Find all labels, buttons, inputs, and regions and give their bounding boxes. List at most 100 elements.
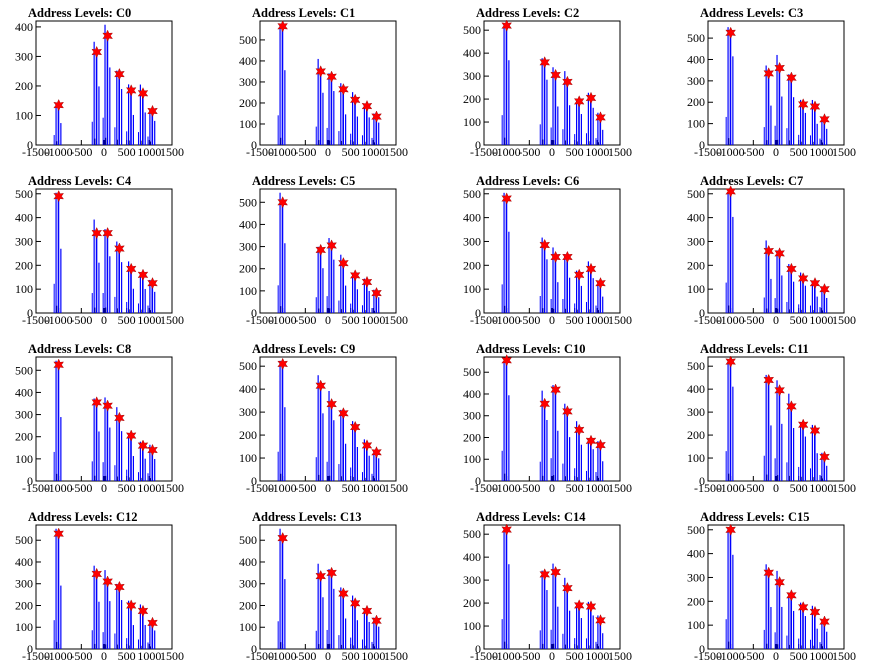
bar-side <box>595 138 597 145</box>
bar-main <box>57 364 60 481</box>
panel-title: Address Levels: C15 <box>700 510 810 524</box>
y-tick-label: 100 <box>687 117 705 131</box>
y-tick-label: 300 <box>239 577 257 591</box>
x-tick-label: 0 <box>325 313 331 327</box>
peak-star-marker <box>137 268 149 281</box>
y-tick-label: 400 <box>15 211 33 225</box>
y-tick-label: 100 <box>15 282 33 296</box>
bar-main <box>151 450 154 481</box>
x-tick-label: -500 <box>518 649 540 663</box>
bar-side <box>508 564 510 649</box>
bar-side <box>147 642 149 649</box>
bar-main <box>802 278 804 313</box>
bar-side <box>149 444 151 481</box>
y-tick-label: 400 <box>463 387 481 401</box>
bar-main <box>813 612 816 649</box>
bar-side <box>154 458 156 481</box>
x-tick-label: 1500 <box>608 481 632 495</box>
bar-side <box>539 124 541 145</box>
bar-main <box>589 440 592 481</box>
bar-side <box>149 621 151 649</box>
x-tick-label: -1500 <box>694 145 722 159</box>
y-tick-label: 100 <box>15 452 33 466</box>
bar-side <box>340 254 342 313</box>
bar-side <box>98 86 100 145</box>
bar-side <box>788 264 790 313</box>
bar-main <box>354 603 356 649</box>
x-tick-label: 1000 <box>809 145 833 159</box>
bar-side <box>147 136 149 145</box>
bar-main <box>365 610 368 649</box>
y-tick-label: 200 <box>15 79 33 93</box>
bar-side <box>98 431 100 481</box>
bar-side <box>732 56 734 145</box>
bar-side <box>126 131 128 145</box>
bar-main <box>767 251 770 313</box>
panel-c4: Address Levels: C40100200300400500-1500-… <box>15 174 184 327</box>
bar-side <box>816 628 818 649</box>
bar-side <box>564 71 566 145</box>
bar-side <box>363 104 365 145</box>
bar-side <box>126 301 128 313</box>
bar-side <box>557 430 559 481</box>
bar-side <box>595 472 597 481</box>
bar-side <box>326 461 328 481</box>
bar-side <box>277 451 279 481</box>
peak-star-marker <box>562 250 573 264</box>
bar-side <box>317 246 319 313</box>
peak-star-marker <box>147 616 158 629</box>
peak-star-marker <box>91 45 103 59</box>
bar-side <box>562 298 564 313</box>
bar-side <box>602 129 604 145</box>
bar-side <box>102 632 104 649</box>
peak-star-marker <box>102 29 113 42</box>
bar-side <box>574 638 576 649</box>
peak-star-marker <box>91 396 103 409</box>
bar-main <box>767 73 770 145</box>
bar-main <box>375 620 378 649</box>
bar-side <box>315 457 317 481</box>
bar-side <box>781 606 783 649</box>
bar-side <box>137 472 139 481</box>
bar-side <box>819 307 821 313</box>
bar-main <box>281 202 284 313</box>
x-tick-label: -1000 <box>269 313 297 327</box>
peak-star-marker <box>595 614 606 627</box>
y-tick-label: 100 <box>463 452 481 466</box>
bar-side <box>804 112 806 145</box>
bar-side <box>798 638 800 649</box>
bar-main <box>505 529 508 649</box>
x-tick-label: 1500 <box>832 649 856 663</box>
bar-side <box>811 424 813 481</box>
bar-main <box>729 191 732 313</box>
y-tick-label: 300 <box>687 405 705 419</box>
bar-main <box>95 233 98 313</box>
bar-side <box>774 298 776 313</box>
bar-side <box>793 97 795 145</box>
bar-side <box>373 450 375 481</box>
bar-side <box>804 285 806 313</box>
bar-side <box>315 297 317 313</box>
x-tick-label: 1000 <box>585 145 609 159</box>
x-tick-label: 1000 <box>361 145 385 159</box>
bar-main <box>578 101 580 145</box>
peak-star-marker <box>326 566 337 579</box>
x-tick-label: 500 <box>118 649 136 663</box>
bar-side <box>137 132 139 145</box>
peak-star-marker <box>763 566 775 579</box>
x-tick-label: 1500 <box>160 145 184 159</box>
bar-side <box>98 601 100 649</box>
y-tick-label: 300 <box>687 570 705 584</box>
peak-star-marker <box>573 95 585 108</box>
x-tick-label: 1000 <box>809 481 833 495</box>
bar-side <box>576 603 578 649</box>
bar-side <box>363 609 365 649</box>
bar-side <box>546 79 548 145</box>
bar-side <box>373 617 375 649</box>
bar-main <box>365 282 368 313</box>
y-tick-label: 400 <box>15 385 33 399</box>
bar-side <box>53 620 55 649</box>
bar-side <box>725 619 727 649</box>
peak-star-marker <box>595 111 606 124</box>
bar-side <box>770 278 772 313</box>
